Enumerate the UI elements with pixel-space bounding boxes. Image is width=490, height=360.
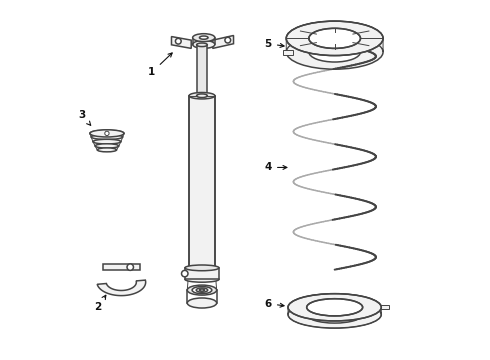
Circle shape (105, 131, 109, 135)
Ellipse shape (199, 289, 204, 291)
Circle shape (127, 264, 133, 270)
Ellipse shape (185, 276, 219, 282)
Circle shape (175, 39, 181, 44)
Ellipse shape (97, 148, 117, 152)
Ellipse shape (193, 41, 215, 48)
Ellipse shape (307, 306, 363, 323)
Text: 4: 4 (265, 162, 287, 172)
Ellipse shape (286, 35, 383, 69)
Ellipse shape (90, 130, 124, 137)
Text: 5: 5 (265, 39, 284, 49)
Polygon shape (103, 264, 140, 270)
Ellipse shape (192, 287, 212, 294)
Polygon shape (172, 37, 191, 48)
Ellipse shape (193, 34, 215, 41)
Text: 6: 6 (265, 299, 284, 309)
Ellipse shape (91, 134, 122, 139)
Polygon shape (283, 50, 293, 55)
Ellipse shape (309, 28, 361, 48)
Ellipse shape (196, 43, 207, 46)
Ellipse shape (199, 36, 208, 39)
Ellipse shape (185, 265, 219, 271)
Circle shape (181, 270, 188, 277)
Ellipse shape (93, 139, 121, 144)
Polygon shape (309, 28, 361, 52)
Ellipse shape (196, 288, 208, 292)
Text: 1: 1 (148, 53, 172, 77)
Ellipse shape (90, 130, 124, 136)
Text: 3: 3 (78, 111, 91, 125)
Polygon shape (97, 280, 146, 296)
Ellipse shape (307, 299, 363, 316)
Text: 2: 2 (95, 295, 106, 312)
Ellipse shape (187, 285, 217, 295)
Ellipse shape (196, 94, 207, 98)
Ellipse shape (288, 294, 381, 321)
Bar (189, 96, 215, 268)
Polygon shape (379, 305, 389, 310)
Polygon shape (288, 294, 381, 315)
Ellipse shape (288, 301, 381, 328)
Ellipse shape (189, 93, 215, 99)
Ellipse shape (309, 42, 361, 62)
Ellipse shape (95, 144, 119, 148)
Ellipse shape (187, 298, 217, 308)
Ellipse shape (286, 21, 383, 55)
Bar (185, 268, 219, 279)
Polygon shape (213, 36, 234, 48)
Circle shape (225, 37, 231, 43)
Bar (196, 45, 207, 96)
Polygon shape (286, 21, 383, 52)
